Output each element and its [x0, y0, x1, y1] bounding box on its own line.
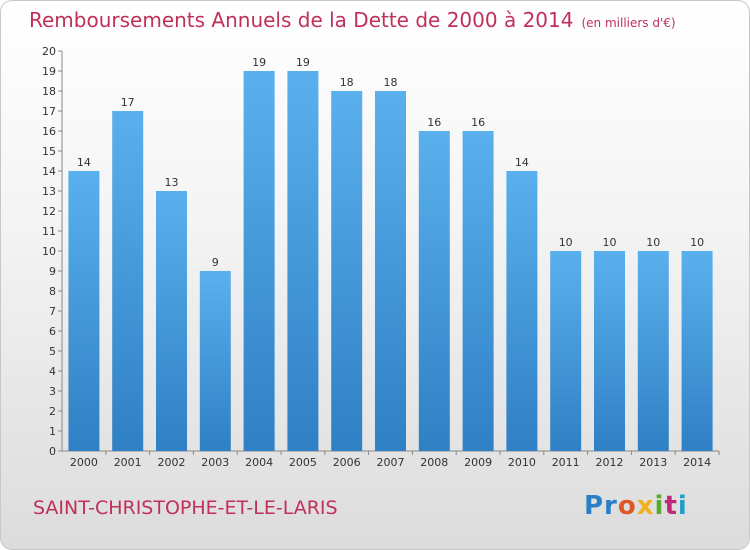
y-tick-label: 17	[42, 105, 56, 118]
data-label: 19	[252, 56, 266, 69]
data-label: 19	[296, 56, 310, 69]
x-tick-label: 2013	[639, 456, 667, 469]
data-label: 13	[165, 176, 179, 189]
y-tick-label: 7	[49, 305, 56, 318]
y-tick-label: 20	[42, 45, 56, 58]
y-tick-label: 5	[49, 345, 56, 358]
logo-letter: t	[664, 491, 678, 521]
data-label: 10	[646, 236, 660, 249]
commune-name: SAINT-CHRISTOPHE-ET-LE-LARIS	[33, 497, 338, 519]
y-tick-label: 14	[42, 165, 56, 178]
y-tick-label: 16	[42, 125, 56, 138]
data-label: 14	[77, 156, 91, 169]
logo-letter: x	[636, 491, 655, 521]
data-label: 17	[121, 96, 135, 109]
y-tick-label: 3	[49, 385, 56, 398]
data-label: 18	[384, 76, 398, 89]
x-tick-label: 2004	[245, 456, 273, 469]
y-tick-label: 18	[42, 85, 56, 98]
y-tick-label: 15	[42, 145, 56, 158]
bar-2004[interactable]	[243, 71, 275, 451]
logo-letter: o	[617, 491, 637, 521]
data-label: 10	[559, 236, 573, 249]
logo-letter: Pr	[584, 491, 618, 521]
x-tick-label: 2000	[70, 456, 98, 469]
x-tick-label: 2006	[333, 456, 361, 469]
bar-2003[interactable]	[199, 271, 231, 451]
data-label: 18	[340, 76, 354, 89]
data-label: 10	[690, 236, 704, 249]
bar-2013[interactable]	[637, 251, 669, 451]
x-tick-label: 2010	[508, 456, 536, 469]
x-tick-label: 2012	[596, 456, 624, 469]
bar-2005[interactable]	[287, 71, 319, 451]
logo-letter: i	[677, 491, 688, 521]
x-tick-label: 2007	[377, 456, 405, 469]
bar-2010[interactable]	[506, 171, 538, 451]
y-tick-label: 6	[49, 325, 56, 338]
bar-2000[interactable]	[68, 171, 100, 451]
x-tick-label: 2011	[552, 456, 580, 469]
y-tick-label: 4	[49, 365, 56, 378]
y-tick-label: 12	[42, 205, 56, 218]
chart-unit-note: (en milliers d'€)	[581, 16, 676, 30]
x-tick-label: 2003	[201, 456, 229, 469]
data-label: 14	[515, 156, 529, 169]
x-tick-label: 2009	[464, 456, 492, 469]
bar-2012[interactable]	[594, 251, 625, 451]
y-tick-label: 10	[42, 245, 56, 258]
data-label: 10	[603, 236, 617, 249]
x-tick-label: 2008	[420, 456, 448, 469]
data-label: 16	[471, 116, 485, 129]
chart-title: Remboursements Annuels de la Dette de 20…	[29, 8, 676, 32]
bar-2007[interactable]	[375, 91, 406, 451]
bar-2014[interactable]	[681, 251, 713, 451]
y-tick-label: 2	[49, 405, 56, 418]
y-tick-label: 8	[49, 285, 56, 298]
bar-2001[interactable]	[112, 111, 144, 451]
x-tick-label: 2005	[289, 456, 317, 469]
y-tick-label: 1	[49, 425, 56, 438]
x-tick-label: 2002	[158, 456, 186, 469]
data-label: 16	[427, 116, 441, 129]
x-tick-label: 2001	[114, 456, 142, 469]
bar-2009[interactable]	[462, 131, 494, 451]
y-tick-label: 0	[49, 445, 56, 458]
proxiti-logo[interactable]: Proxiti	[584, 491, 688, 521]
bar-2011[interactable]	[550, 251, 582, 451]
bar-2008[interactable]	[418, 131, 450, 451]
logo-letter: i	[654, 491, 665, 521]
chart-title-text: Remboursements Annuels de la Dette de 20…	[29, 8, 574, 32]
y-tick-label: 11	[42, 225, 56, 238]
x-tick-label: 2014	[683, 456, 711, 469]
y-tick-label: 13	[42, 185, 56, 198]
y-tick-label: 9	[49, 265, 56, 278]
bar-2006[interactable]	[331, 91, 363, 451]
bar-2002[interactable]	[156, 191, 187, 451]
y-tick-label: 19	[42, 65, 56, 78]
data-label: 9	[212, 256, 219, 269]
